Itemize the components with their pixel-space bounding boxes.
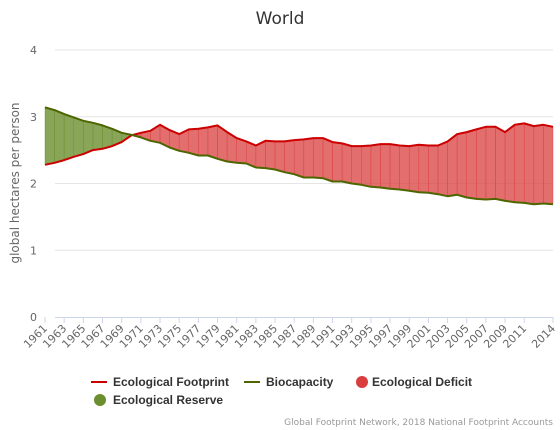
deficit-area-segment [198, 127, 209, 156]
legend-reserve-swatch [94, 394, 106, 406]
area-layer [44, 107, 554, 205]
deficit-area-segment [313, 137, 324, 179]
deficit-area-segment [380, 143, 391, 190]
deficit-area-segment [293, 139, 305, 178]
deficit-area-segment [351, 145, 362, 186]
biocapacity-line[interactable] [44, 106, 554, 206]
reserve-area-segment [73, 117, 84, 158]
legend-footprint-label: Ecological Footprint [113, 375, 229, 389]
line-layer [44, 106, 554, 206]
y-tick-label-4: 4 [30, 44, 37, 57]
deficit-area-segment [523, 123, 535, 205]
deficit-area-segment [466, 129, 477, 200]
chart-credits: Global Footprint Network, 2018 National … [284, 418, 553, 428]
deficit-area-segment [495, 126, 506, 202]
legend-item-biocapacity[interactable]: Biocapacity [244, 375, 334, 389]
deficit-area-segment [447, 133, 458, 197]
deficit-area-segment [370, 143, 381, 188]
deficit-area-segment [456, 131, 467, 198]
y-tick-label-0: 0 [30, 311, 37, 324]
axis-layer: 0123419611963196519671969197119731975197… [21, 44, 558, 351]
reserve-area-segment [44, 107, 55, 166]
chart-title: World [256, 9, 305, 29]
x-tick-label-2014: 2014 [529, 322, 558, 351]
y-tick-label-2: 2 [30, 178, 37, 191]
deficit-area-segment [504, 124, 515, 203]
reserve-area-segment [63, 113, 75, 161]
deficit-area-segment [188, 128, 199, 156]
deficit-area-segment [476, 126, 487, 200]
deficit-area-segment [265, 140, 276, 170]
deficit-area-segment [389, 143, 400, 190]
deficit-area-segment [428, 145, 439, 195]
deficit-area-segment [361, 145, 372, 188]
deficit-area-segment [274, 141, 285, 173]
deficit-area-segment [543, 124, 554, 205]
deficit-area-segment [437, 141, 448, 197]
deficit-area-segment [284, 139, 295, 175]
ecological-footprint-line[interactable] [44, 122, 554, 166]
y-tick-label-1: 1 [30, 244, 37, 257]
deficit-area-segment [408, 144, 420, 193]
legend-item-ecological-footprint[interactable]: Ecological Footprint [91, 375, 229, 389]
legend-item-ecological-deficit[interactable]: Ecological Deficit [356, 375, 472, 389]
y-tick-label-3: 3 [30, 111, 37, 124]
reserve-area-segment [83, 120, 94, 155]
legend-deficit-label: Ecological Deficit [372, 375, 472, 389]
legend-item-ecological-reserve[interactable]: Ecological Reserve [94, 393, 223, 407]
legend-deficit-swatch [356, 376, 368, 388]
deficit-area-segment [341, 143, 352, 184]
deficit-area-segment [322, 137, 333, 182]
deficit-area-segment [332, 141, 343, 182]
deficit-area-segment [207, 125, 218, 160]
deficit-area-segment [485, 126, 496, 200]
legend: Ecological Footprint Biocapacity Ecologi… [91, 375, 472, 407]
deficit-area-segment [399, 145, 410, 192]
y-axis-label: global hectares per person [8, 102, 22, 263]
legend-reserve-label: Ecological Reserve [113, 393, 223, 407]
deficit-area-segment [514, 123, 525, 204]
reserve-area-segment [54, 109, 65, 164]
deficit-area-segment [418, 144, 429, 194]
reserve-area-segment [92, 122, 103, 151]
legend-biocapacity-label: Biocapacity [266, 375, 334, 389]
deficit-area-segment [303, 137, 314, 178]
deficit-area-segment [533, 124, 544, 205]
